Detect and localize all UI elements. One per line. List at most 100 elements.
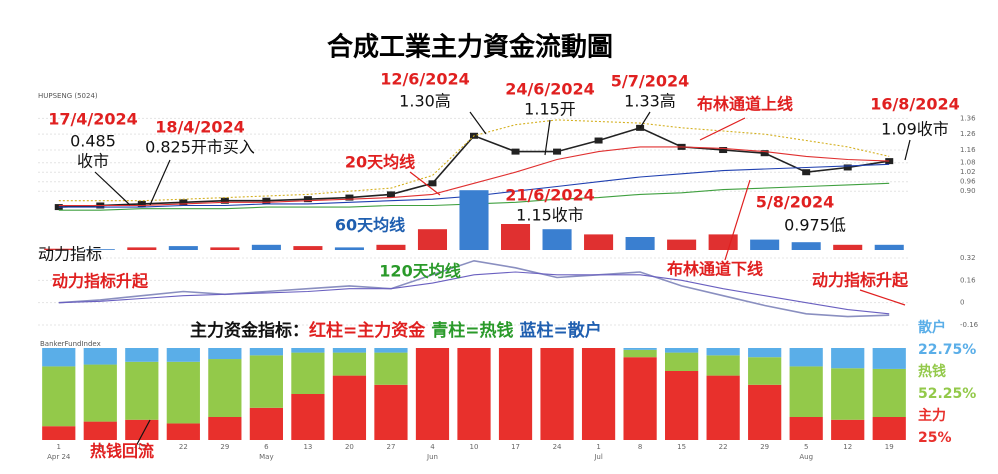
volume-bar bbox=[44, 248, 74, 250]
x-tick-label: 29 bbox=[220, 443, 229, 451]
fund-bar bbox=[748, 357, 782, 385]
panel-label: BankerFundIndex bbox=[40, 340, 101, 348]
annotation: 1.33高 bbox=[624, 92, 676, 111]
annotation: 16/8/2024 bbox=[870, 95, 960, 114]
arrow bbox=[94, 171, 131, 206]
y-tick-label: 1.02 bbox=[960, 168, 976, 176]
fund-bar bbox=[665, 348, 699, 353]
arrow bbox=[904, 139, 911, 161]
fund-bar bbox=[706, 375, 740, 440]
fund-bar bbox=[374, 352, 408, 385]
fund-bar bbox=[665, 371, 699, 440]
volume-bar bbox=[667, 239, 697, 250]
candle bbox=[594, 137, 603, 144]
fund-bar bbox=[374, 348, 408, 353]
month-label: Apr 24 bbox=[47, 453, 71, 461]
candle bbox=[54, 204, 63, 211]
candle bbox=[137, 200, 146, 207]
annotation: 1.30高 bbox=[399, 92, 451, 111]
y-tick-label: 1.08 bbox=[960, 159, 976, 167]
volume-bar bbox=[500, 224, 531, 250]
y-tick-label: 0.96 bbox=[960, 178, 976, 186]
fund-bar bbox=[42, 348, 76, 367]
fund-bar bbox=[374, 384, 408, 440]
annotation: 动力指标升起 bbox=[812, 271, 909, 290]
fund-bar bbox=[789, 366, 823, 417]
candle bbox=[802, 169, 811, 176]
annotation: 收市 bbox=[77, 152, 109, 171]
arrow bbox=[699, 117, 746, 141]
annotation: 20天均线 bbox=[345, 153, 415, 172]
fund-bar bbox=[831, 368, 865, 420]
y-tick-label: -0.16 bbox=[960, 321, 979, 329]
fund-bar bbox=[83, 421, 117, 440]
annotation: 12/6/2024 bbox=[380, 70, 470, 89]
arrow bbox=[134, 419, 151, 449]
x-tick-label: 5 bbox=[804, 443, 808, 451]
fund-bar bbox=[581, 348, 616, 440]
month-label: Jul bbox=[593, 453, 603, 461]
candle bbox=[386, 191, 395, 198]
arrow bbox=[544, 119, 551, 156]
candle bbox=[511, 148, 520, 155]
x-tick-label: 10 bbox=[470, 443, 479, 451]
annotation: 1.09收市 bbox=[881, 120, 949, 139]
annotation: 0.825开市买入 bbox=[145, 138, 255, 157]
fund-bar bbox=[208, 359, 242, 417]
y-tick-label: 1.26 bbox=[960, 130, 976, 138]
volume-bar bbox=[417, 229, 448, 250]
x-tick-label: 27 bbox=[386, 443, 395, 451]
x-tick-label: 17 bbox=[511, 443, 520, 451]
x-tick-label: 19 bbox=[885, 443, 894, 451]
annotation: 1.15开 bbox=[524, 100, 576, 119]
volume-bar bbox=[833, 244, 863, 250]
fund-bar bbox=[208, 348, 242, 360]
annotation: 热钱回流 bbox=[90, 442, 154, 461]
y-tick-label: 1.36 bbox=[960, 114, 976, 122]
volume-bar bbox=[584, 234, 614, 250]
volume-bar bbox=[85, 249, 115, 250]
fund-bar bbox=[789, 348, 823, 367]
fund-bar bbox=[623, 349, 657, 358]
volume-bar bbox=[708, 234, 738, 250]
y-tick-label: 0.90 bbox=[960, 187, 976, 195]
volume-bar bbox=[210, 247, 240, 250]
y-tick-label: 0.16 bbox=[960, 276, 976, 284]
note-part: 青柱=热钱 bbox=[431, 320, 513, 341]
arrow bbox=[469, 111, 487, 135]
candle bbox=[843, 164, 852, 171]
candle bbox=[303, 196, 312, 203]
y-tick-label: 1.16 bbox=[960, 146, 976, 154]
candle bbox=[885, 158, 894, 165]
fund-bar bbox=[872, 348, 906, 369]
candle bbox=[760, 150, 769, 157]
fund-bar bbox=[831, 348, 865, 369]
fund-bar bbox=[208, 417, 242, 440]
x-tick-label: 15 bbox=[677, 443, 686, 451]
annotation: 120天均线 bbox=[379, 262, 460, 281]
x-tick-label: 8 bbox=[638, 443, 642, 451]
x-tick-label: 24 bbox=[553, 443, 562, 451]
month-label: Aug bbox=[799, 453, 813, 461]
x-tick-label: 20 bbox=[345, 443, 354, 451]
x-tick-label: 6 bbox=[264, 443, 269, 451]
fund-bar bbox=[872, 417, 906, 440]
annotation: 18/4/2024 bbox=[155, 118, 245, 137]
legend-name: 散户 bbox=[918, 319, 946, 336]
fund-bar bbox=[125, 361, 159, 420]
annotation: 21/6/2024 bbox=[505, 186, 595, 205]
fund-bar bbox=[249, 348, 283, 356]
fund-bar bbox=[540, 348, 574, 440]
x-tick-label: 22 bbox=[719, 443, 728, 451]
arrow bbox=[409, 171, 441, 196]
annotation: 0.975低 bbox=[784, 216, 846, 235]
note-part: 蓝柱=散户 bbox=[520, 320, 602, 341]
annotation: 1.15收市 bbox=[516, 206, 584, 225]
annotation: 24/6/2024 bbox=[505, 80, 595, 99]
fund-bar bbox=[706, 348, 740, 356]
candle bbox=[428, 180, 437, 187]
candle bbox=[553, 148, 562, 155]
fund-bar bbox=[789, 417, 823, 440]
fund-bar bbox=[332, 352, 367, 376]
